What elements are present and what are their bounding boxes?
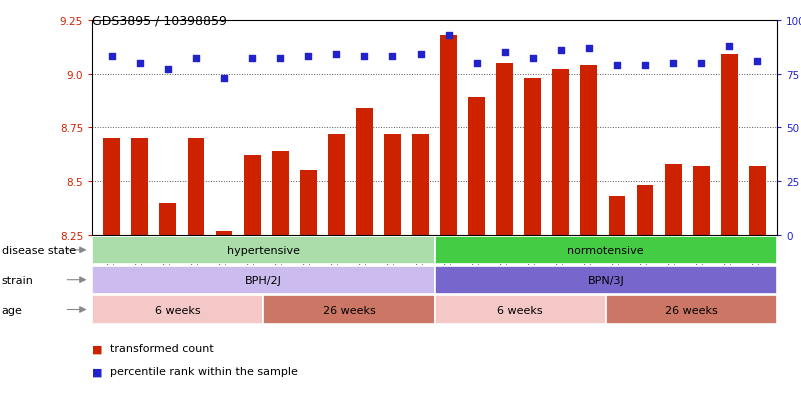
Point	[610, 62, 623, 69]
Bar	[159, 203, 176, 235]
Point	[751, 58, 763, 65]
Point	[330, 52, 343, 58]
Bar	[412, 135, 429, 235]
Point	[666, 60, 679, 67]
Text: age: age	[2, 305, 22, 315]
Bar	[92, 296, 264, 324]
Text: normotensive: normotensive	[567, 245, 644, 255]
Bar	[581, 66, 598, 235]
Bar	[131, 139, 148, 235]
Bar	[92, 266, 434, 294]
Bar	[434, 266, 777, 294]
Text: 26 weeks: 26 weeks	[665, 305, 718, 315]
Point	[470, 60, 483, 67]
Point	[638, 62, 651, 69]
Bar	[264, 296, 434, 324]
Bar	[497, 64, 513, 235]
Point	[218, 75, 231, 82]
Point	[694, 60, 707, 67]
Point	[274, 56, 287, 63]
Bar	[665, 164, 682, 235]
Bar	[244, 156, 260, 235]
Text: BPH/2J: BPH/2J	[245, 275, 282, 285]
Text: 26 weeks: 26 weeks	[323, 305, 376, 315]
Bar	[606, 296, 777, 324]
Point	[246, 56, 259, 63]
Bar	[92, 236, 434, 264]
Point	[190, 56, 203, 63]
Point	[134, 60, 147, 67]
Point	[106, 54, 119, 60]
Text: 6 weeks: 6 weeks	[155, 305, 200, 315]
Bar	[525, 78, 541, 235]
Bar	[693, 167, 710, 235]
Text: percentile rank within the sample: percentile rank within the sample	[110, 366, 298, 376]
Bar	[721, 55, 738, 235]
Point	[554, 47, 567, 54]
Bar	[300, 171, 316, 235]
Bar	[103, 139, 120, 235]
Text: transformed count: transformed count	[110, 344, 214, 354]
Bar	[749, 167, 766, 235]
Point	[442, 32, 455, 39]
Point	[723, 43, 735, 50]
Bar	[328, 135, 344, 235]
Point	[498, 50, 511, 56]
Text: disease state: disease state	[2, 245, 76, 255]
Text: BPN/3J: BPN/3J	[587, 275, 624, 285]
Point	[358, 54, 371, 60]
Bar	[434, 296, 606, 324]
Bar	[187, 139, 204, 235]
Text: hypertensive: hypertensive	[227, 245, 300, 255]
Bar	[434, 236, 777, 264]
Text: 6 weeks: 6 weeks	[497, 305, 543, 315]
Bar	[272, 152, 288, 235]
Bar	[215, 231, 232, 235]
Point	[582, 45, 595, 52]
Point	[414, 52, 427, 58]
Bar	[356, 109, 372, 235]
Point	[302, 54, 315, 60]
Point	[386, 54, 399, 60]
Bar	[384, 135, 400, 235]
Text: ■: ■	[92, 344, 103, 354]
Point	[526, 56, 539, 63]
Bar	[469, 98, 485, 235]
Point	[162, 67, 175, 74]
Text: ■: ■	[92, 366, 103, 376]
Text: strain: strain	[2, 275, 34, 285]
Text: GDS3895 / 10398859: GDS3895 / 10398859	[92, 14, 227, 27]
Bar	[441, 36, 457, 235]
Bar	[553, 70, 570, 235]
Bar	[609, 197, 626, 235]
Bar	[637, 186, 654, 235]
